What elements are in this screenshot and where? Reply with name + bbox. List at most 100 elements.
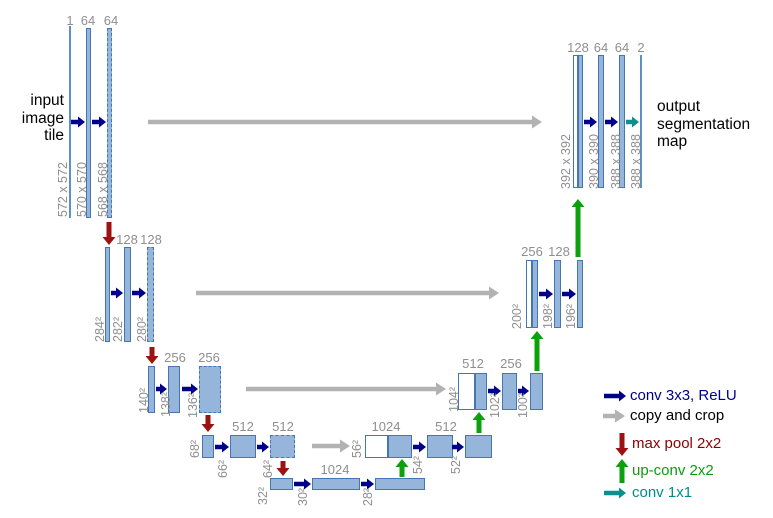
pool-arrow: [145, 347, 159, 364]
feature-size-label: 568 x 568: [96, 162, 110, 217]
dec1-upconv-feature-bar: [578, 55, 583, 188]
channel-count-label: 1: [66, 13, 74, 28]
channel-count-label: 64: [614, 40, 630, 55]
channel-count-label: 512: [232, 419, 254, 434]
feature-size-label: 196²: [564, 303, 578, 329]
feature-size-label: 32²: [256, 486, 270, 505]
bottleneck-conv1-feature-bar: [312, 478, 360, 490]
feature-size-label: 280²: [135, 316, 149, 342]
channel-count-label: 64: [80, 13, 96, 28]
upconv-arrow: [530, 331, 544, 371]
conv-arrow: [584, 116, 597, 128]
enc3-in-feature-bar: [148, 366, 155, 413]
upconv-arrow: [615, 459, 629, 483]
dec2-upconv-feature-bar: [532, 260, 538, 328]
pool-arrow: [615, 433, 629, 456]
feature-size-label: 138²: [159, 391, 173, 417]
enc1-conv1-feature-bar: [86, 28, 91, 218]
pool-arrow: [276, 461, 290, 476]
channel-count-label: 2: [637, 40, 645, 55]
feature-size-label: 390 x 390: [587, 134, 601, 189]
channel-count-label: 256: [521, 244, 543, 259]
dec3-copied-feature-bar: [458, 373, 475, 410]
channel-count-label: 256: [500, 356, 522, 371]
feature-size-label: 284²: [93, 316, 107, 342]
conv-arrow: [111, 287, 123, 299]
dec2-copied-feature-bar: [526, 260, 532, 328]
channel-count-label: 64: [593, 40, 609, 55]
enc1-input-feature-bar: [69, 26, 71, 218]
channel-count-label: 128: [140, 232, 162, 247]
bottleneck-conv2-feature-bar: [375, 478, 425, 490]
conv1x1-arrow: [626, 116, 639, 128]
legend-item-label: copy and crop: [630, 407, 725, 424]
channel-count-label: 1024: [320, 462, 350, 477]
copy-arrow: [312, 439, 350, 453]
feature-size-label: 102²: [488, 392, 502, 418]
conv-arrow: [257, 441, 269, 453]
feature-size-label: 388 x 388: [609, 134, 623, 189]
conv-arrow: [92, 116, 106, 128]
feature-size-label: 282²: [111, 316, 125, 342]
channel-count-label: 512: [272, 419, 294, 434]
feature-size-label: 52²: [449, 455, 463, 474]
feature-size-label: 100²: [516, 392, 530, 418]
enc4-conv1-feature-bar: [230, 435, 256, 458]
feature-size-label: 136²: [186, 392, 200, 418]
upconv-arrow: [395, 459, 409, 477]
dec2-conv2-feature-bar: [577, 260, 583, 328]
copy-arrow: [603, 409, 625, 423]
dec1-copied-feature-bar: [573, 55, 578, 188]
dec4-upconv-feature-bar: [388, 435, 412, 458]
conv-arrow: [562, 288, 576, 300]
conv1x1-arrow: [604, 487, 626, 499]
conv-arrow: [452, 441, 464, 453]
dec1-output-feature-bar: [640, 55, 642, 188]
conv-arrow: [604, 390, 626, 402]
conv-arrow: [413, 441, 426, 453]
feature-size-label: 64²: [261, 459, 275, 478]
channel-count-label: 128: [116, 232, 138, 247]
enc4-conv2-feature-bar: [270, 435, 295, 458]
conv-arrow: [605, 116, 618, 128]
feature-size-label: 30²: [296, 487, 310, 506]
feature-size-label: 28²: [361, 487, 375, 506]
channel-count-label: 128: [548, 244, 570, 259]
dec4-conv1-feature-bar: [427, 435, 453, 458]
enc4-in-feature-bar: [202, 435, 214, 458]
enc2-in-feature-bar: [105, 247, 110, 342]
feature-size-label: 54²: [411, 455, 425, 474]
legend-item-label: conv 3x3, ReLU: [630, 387, 737, 404]
enc2-conv1-feature-bar: [124, 247, 131, 342]
conv-arrow: [71, 116, 85, 128]
feature-size-label: 200²: [510, 303, 524, 329]
dec4-copied-feature-bar: [365, 435, 388, 458]
feature-size-label: 392 x 392: [559, 134, 573, 189]
conv-arrow: [132, 287, 146, 299]
legend-item-label: conv 1x1: [632, 484, 693, 501]
feature-size-label: 104²: [447, 386, 461, 412]
dec1-conv2-feature-bar: [619, 55, 625, 188]
channel-count-label: 512: [462, 356, 484, 371]
channel-count-label: 512: [435, 419, 457, 434]
dec3-conv1-feature-bar: [502, 373, 517, 410]
output-segmentation-map-label: output segmentation map: [657, 98, 751, 150]
channel-count-label: 128: [567, 40, 589, 55]
input-image-tile-label: input image tile: [21, 92, 64, 144]
dec2-conv1-feature-bar: [554, 260, 561, 328]
feature-size-label: 140²: [137, 387, 151, 413]
feature-size-label: 570 x 570: [75, 162, 89, 217]
feature-size-label: 56²: [350, 439, 364, 458]
feature-size-label: 68²: [188, 439, 202, 458]
upconv-arrow: [472, 412, 486, 433]
copy-arrow: [148, 115, 542, 129]
enc1-conv2-feature-bar: [107, 28, 112, 218]
feature-size-label: 198²: [541, 303, 555, 329]
copy-arrow: [246, 382, 446, 396]
dec3-upconv-feature-bar: [475, 373, 487, 410]
dec4-conv2-feature-bar: [465, 435, 492, 458]
channel-count-label: 64: [103, 13, 119, 28]
dec3-conv2-feature-bar: [530, 373, 543, 410]
legend-item-label: max pool 2x2: [632, 435, 722, 452]
